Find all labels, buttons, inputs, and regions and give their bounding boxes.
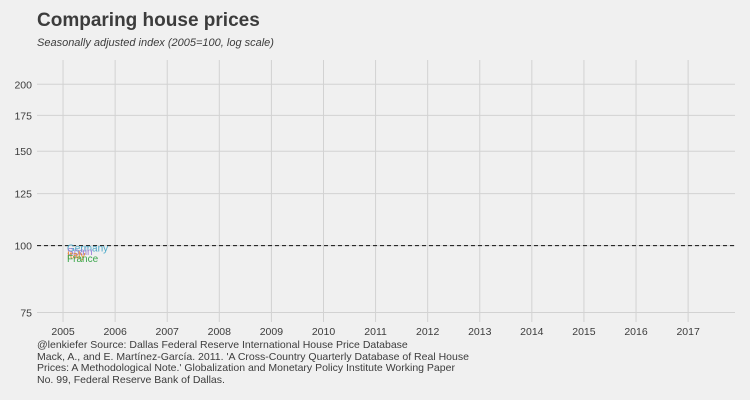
series-label-spain: Spain: [67, 247, 93, 258]
chart-caption: @lenkiefer Source: Dallas Federal Reserv…: [37, 339, 469, 386]
x-tick-label: 2015: [572, 326, 596, 338]
grid-lines: [37, 60, 735, 322]
x-tick-label: 2008: [208, 326, 232, 338]
caption-line: @lenkiefer Source: Dallas Federal Reserv…: [37, 339, 408, 351]
x-tick-label: 2013: [468, 326, 492, 338]
x-tick-label: 2014: [520, 326, 544, 338]
x-tick-label: 2006: [103, 326, 127, 338]
x-tick-label: 2009: [260, 326, 284, 338]
x-tick-label: 2011: [364, 326, 387, 338]
chart-title: Comparing house prices: [37, 10, 260, 31]
y-tick-label: 200: [14, 79, 32, 91]
chart-subtitle: Seasonally adjusted index (2005=100, log…: [37, 37, 274, 49]
y-tick-label: 175: [14, 110, 32, 122]
series-label-germany: Germany: [67, 244, 108, 255]
x-tick-label: 2012: [416, 326, 440, 338]
y-tick-label: 125: [14, 189, 32, 201]
series-label-italy: Italy: [67, 251, 85, 262]
caption-line: No. 99, Federal Reserve Bank of Dallas.: [37, 373, 225, 386]
y-tick-label: 100: [14, 241, 32, 253]
x-tick-label: 2016: [624, 326, 648, 338]
y-tick-label: 150: [14, 146, 32, 158]
x-tick-label: 2017: [676, 326, 700, 338]
caption-line: Prices: A Methodological Note.' Globaliz…: [37, 362, 455, 374]
y-tick-label: 75: [20, 308, 32, 320]
x-tick-label: 2010: [312, 326, 336, 338]
x-tick-label: 2005: [51, 326, 75, 338]
tick-labels: 2005 2006 2007 2008 2009 2010 2011 2012 2013 2014…: [14, 79, 699, 338]
series-label-france: France: [67, 254, 99, 265]
x-tick-label: 2007: [156, 326, 180, 338]
caption-line: Mack, A., and E. Martínez-García. 2011. …: [37, 350, 469, 363]
